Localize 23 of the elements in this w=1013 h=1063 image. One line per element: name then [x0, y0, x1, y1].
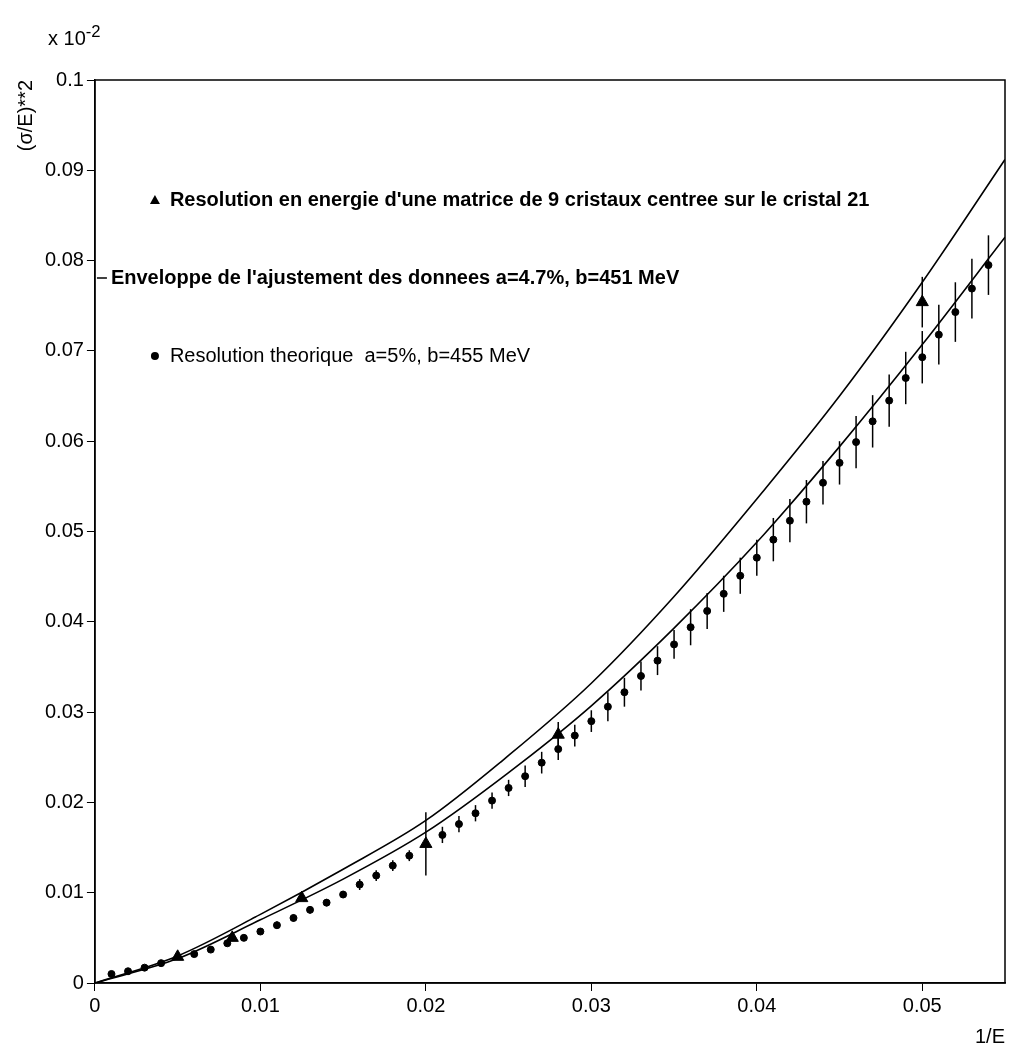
- y-tick-label: 0.05: [44, 519, 84, 542]
- y-tick-label: 0: [72, 970, 84, 993]
- y-tick-label: 0.01: [44, 880, 84, 903]
- legend-label: Resolution en energie d'une matrice de 9 cristaux centree sur le cristal 21: [169, 187, 870, 210]
- legend-label: Enveloppe de l'ajustement des donnees a=4.7%, b=451 MeV: [110, 265, 680, 288]
- y-tick-label: 0.07: [44, 338, 84, 361]
- x-tick-label: 0.05: [902, 993, 942, 1016]
- text: x 10$^{-2}$: [48, 22, 101, 50]
- y-tick-label: 0.1: [56, 67, 84, 90]
- y-tick-label: 0.08: [44, 248, 84, 271]
- y-tick-label: 0.06: [44, 428, 84, 451]
- x-tick-label: 0.04: [737, 993, 777, 1016]
- x-tick-label: 0: [89, 993, 101, 1016]
- y-axis-title: (σ/E)**2: [13, 80, 36, 152]
- x-tick-label: 0.01: [240, 993, 280, 1016]
- y-tick-label: 0.02: [44, 789, 84, 812]
- x-axis-title: 1/E: [974, 1024, 1005, 1047]
- x-tick-label: 0.03: [571, 993, 611, 1016]
- x-tick-label: 0.02: [406, 993, 446, 1016]
- y-tick-label: 0.04: [44, 609, 84, 632]
- y-tick-label: 0.09: [44, 157, 84, 180]
- legend-label: Resolution theorique a=5%, b=455 MeV: [169, 343, 531, 366]
- y-tick-label: 0.03: [44, 699, 84, 722]
